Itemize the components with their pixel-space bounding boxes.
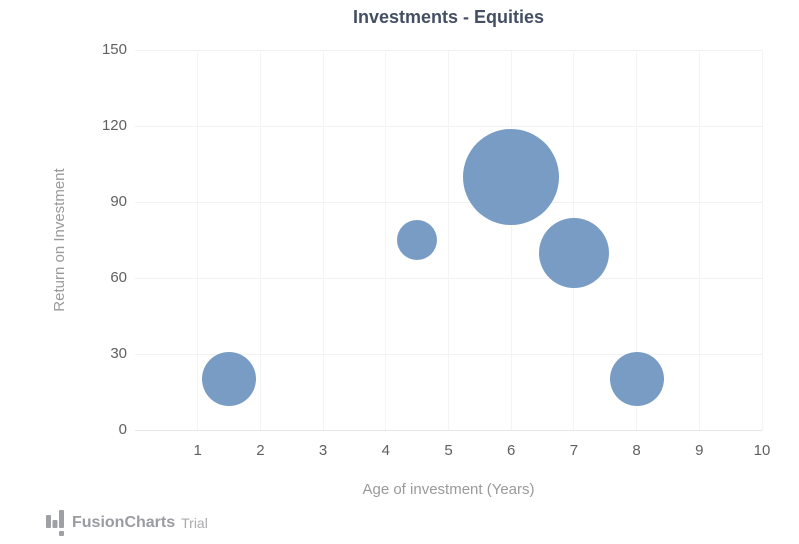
y-tick-label: 30	[110, 345, 127, 362]
fusioncharts-logo[interactable]: FusionCharts Trial	[46, 509, 208, 536]
grid-line-horizontal	[135, 429, 762, 431]
x-tick-label: 8	[632, 442, 641, 459]
grid-line-vertical	[761, 50, 763, 430]
bar-chart-icon	[46, 510, 64, 536]
x-tick-label: 3	[318, 442, 328, 459]
x-axis-title: Age of investment (Years)	[362, 481, 535, 498]
plot-area	[135, 49, 763, 431]
fusioncharts-label: FusionCharts	[72, 513, 176, 531]
bubble[interactable]	[397, 220, 438, 260]
grid-line-vertical	[197, 50, 199, 430]
y-tick-label: 90	[110, 193, 127, 210]
bubble[interactable]	[609, 352, 664, 407]
y-tick-label: 60	[110, 269, 127, 286]
x-tick-label: 9	[695, 442, 704, 459]
grid-line-vertical	[448, 50, 449, 430]
y-tick-label: 120	[101, 117, 127, 134]
bubble[interactable]	[202, 352, 257, 407]
x-tick-label: 10	[753, 442, 771, 459]
y-axis-title: Return on Investment	[51, 168, 68, 312]
grid-line-vertical	[636, 50, 638, 430]
x-tick-label: 2	[256, 442, 265, 459]
grid-line-vertical	[698, 50, 700, 430]
trial-label: Trial	[181, 514, 208, 531]
x-tick-label: 5	[444, 442, 453, 459]
chart-title: Investments - Equities	[352, 7, 545, 27]
bubble[interactable]	[463, 128, 560, 225]
bubble[interactable]	[538, 217, 609, 288]
x-tick-label: 4	[381, 442, 390, 459]
grid-line-vertical	[385, 50, 387, 430]
y-tick-label: 0	[118, 421, 127, 438]
grid-line-vertical	[259, 50, 261, 430]
grid-line-vertical	[322, 50, 324, 430]
x-tick-label: 6	[507, 442, 516, 459]
x-tick-label: 1	[193, 442, 202, 459]
grid-line-vertical	[510, 50, 512, 430]
y-tick-label: 150	[101, 41, 127, 58]
x-tick-label: 7	[569, 442, 579, 459]
